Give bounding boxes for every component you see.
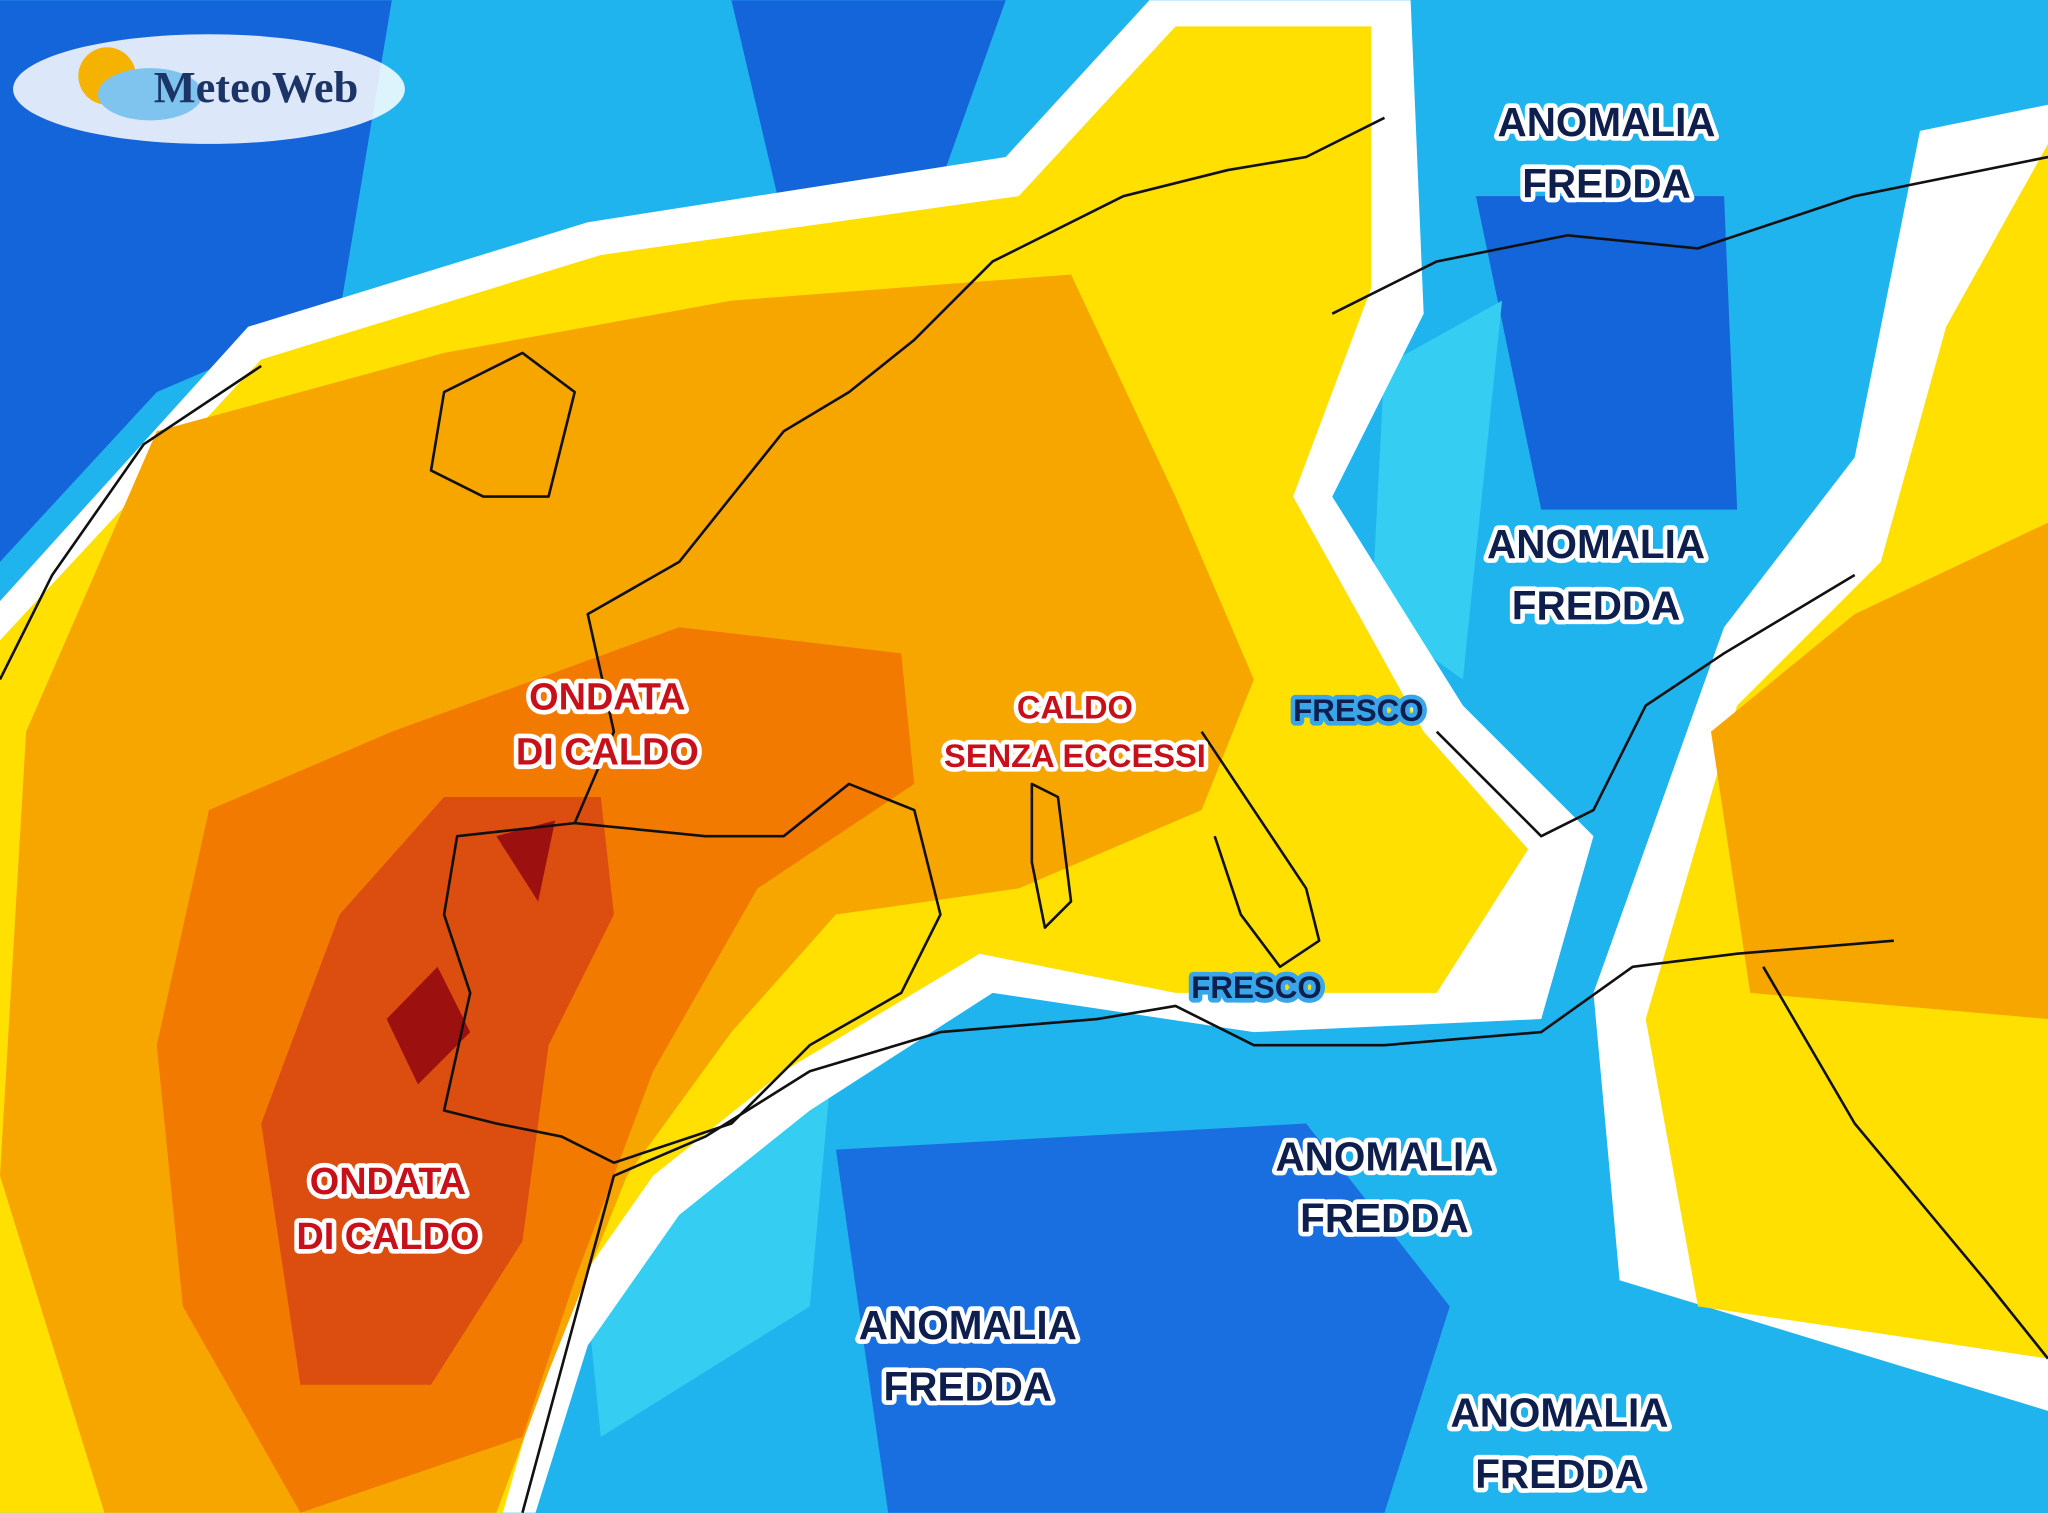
cool-area [1371, 300, 1503, 680]
warm-area [1711, 522, 2048, 1020]
map-label: ANOMALIA FREDDA [1497, 99, 1715, 206]
label-line: DI CALDO [516, 731, 699, 773]
label-line: FREDDA [1300, 1195, 1469, 1241]
label-line: ANOMALIA [1487, 521, 1705, 567]
label-line: FREDDA [1475, 1451, 1644, 1497]
cold-area [1475, 196, 1738, 510]
label-line: ANOMALIA [1450, 1390, 1668, 1436]
map-label: ONDATA DI CALDO [296, 1161, 479, 1258]
map-label: ONDATA DI CALDO [516, 676, 699, 773]
coastline [573, 116, 1386, 824]
cold-area [835, 1123, 1450, 1513]
logo-cloud [97, 68, 203, 121]
label-line: ANOMALIA [1275, 1134, 1493, 1180]
coastline [442, 782, 942, 1165]
label-line: ONDATA [529, 676, 685, 718]
map-label: ANOMALIA FREDDA [1275, 1134, 1493, 1241]
label-line: ONDATA [310, 1161, 466, 1203]
logo: MeteoWeb [13, 34, 405, 144]
coastline [0, 364, 262, 681]
label-line: FREDDA [1512, 582, 1681, 628]
very-hot-area [386, 966, 471, 1085]
cold-area [0, 0, 392, 562]
label-line: FREDDA [1522, 160, 1691, 206]
coastline [1331, 155, 2048, 315]
cold-area [731, 0, 1006, 223]
coastline [429, 351, 576, 498]
label-line: ANOMALIA [859, 1302, 1077, 1348]
label-line: DI CALDO [296, 1216, 479, 1258]
label-line: FRESCO [1293, 693, 1424, 728]
coastline [521, 939, 1894, 1513]
very-hot-area [496, 820, 556, 902]
label-line: CALDO [1017, 689, 1133, 726]
label-line: FRESCO [1191, 970, 1322, 1005]
coastline [1762, 966, 2048, 1360]
coastline [1200, 730, 1321, 969]
map-label: ANOMALIA FREDDA [1450, 1390, 1668, 1497]
logo-text: MeteoWeb [154, 62, 359, 112]
map-label: CALDO SENZA ECCESSI [944, 689, 1206, 774]
coastline [1030, 782, 1073, 929]
map-label: FRESCO [1191, 970, 1322, 1005]
label-line: ANOMALIA [1497, 99, 1715, 145]
hot-area [261, 796, 614, 1385]
coastline [1435, 573, 1856, 838]
map-label: FRESCO [1293, 693, 1424, 728]
map-label: ANOMALIA FREDDA [1487, 521, 1705, 628]
map-label: ANOMALIA FREDDA [859, 1302, 1077, 1409]
label-line: FREDDA [884, 1363, 1053, 1409]
label-line: SENZA ECCESSI [944, 737, 1206, 774]
